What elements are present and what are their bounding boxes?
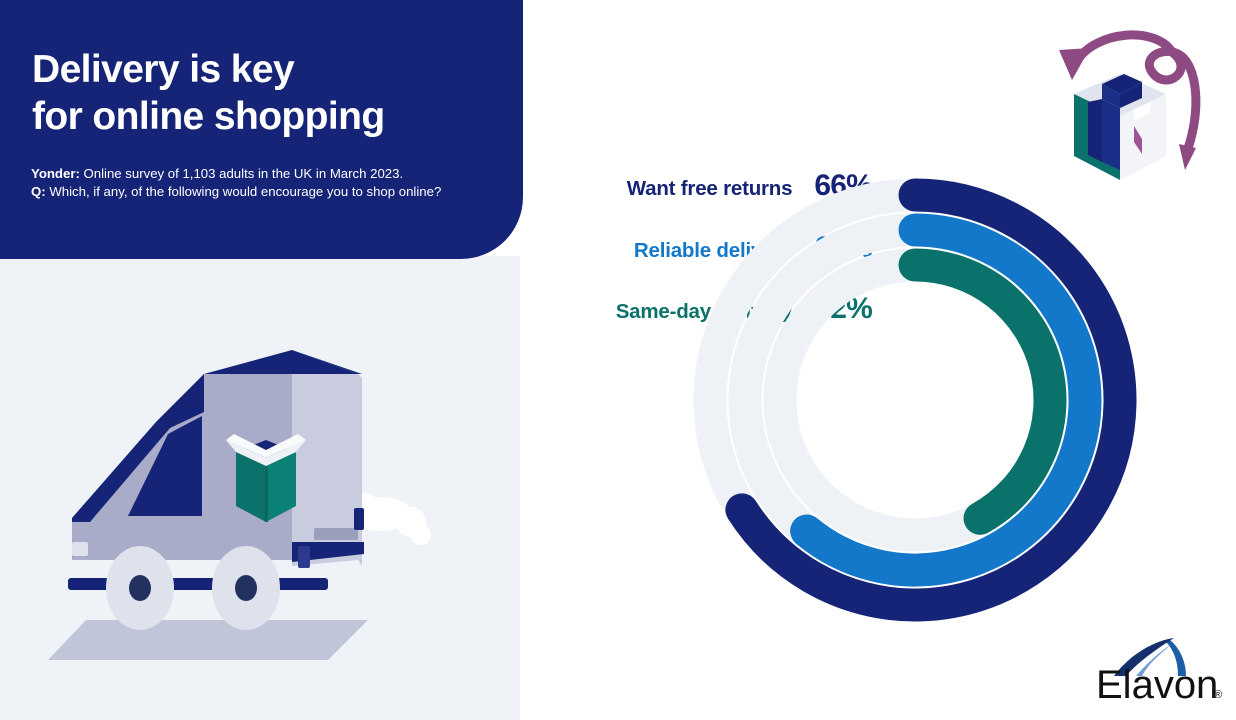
return-arrow-package-illustration <box>1046 22 1218 188</box>
page-title: Delivery is key for online shopping <box>32 46 502 140</box>
open-package-icon <box>226 434 306 522</box>
header-block: Delivery is key for online shopping Yond… <box>0 0 523 259</box>
rear-wheel <box>212 546 280 630</box>
source-note: Yonder: Online survey of 1,103 adults in… <box>31 165 511 201</box>
question-row: Q: Which, if any, of the following would… <box>31 183 511 201</box>
arrow-tail-icon <box>1179 144 1196 170</box>
ring-tracks <box>693 179 988 552</box>
legend-label-0: Want free returns <box>626 177 793 200</box>
source-text: Online survey of 1,103 adults in the UK … <box>83 166 404 181</box>
front-wheel <box>106 546 174 630</box>
question-label: Q: <box>31 184 46 199</box>
elavon-swoosh-icon <box>1114 638 1186 676</box>
arrow-head-icon <box>1059 48 1090 80</box>
elavon-wordmark: Elavon <box>1096 663 1218 704</box>
page-title-line-1: Delivery is key <box>32 48 295 91</box>
elavon-logo: Elavon ® <box>1096 632 1224 707</box>
ring-value-arcs <box>725 178 1137 622</box>
radial-bar-chart <box>693 178 1137 622</box>
ring-value-arc-0 <box>725 178 1137 622</box>
delivery-truck-icon <box>48 350 431 660</box>
delivery-truck-illustration <box>28 330 498 660</box>
ring-value-arc-1 <box>790 213 1102 587</box>
chart-area: Want free returns 66% Reliable delivery … <box>520 0 1236 720</box>
ring-track-1 <box>728 213 919 539</box>
source-label: Yonder: <box>31 166 80 181</box>
page-title-line-2: for online shopping <box>32 95 385 138</box>
return-arrow-package-icon <box>1059 30 1201 180</box>
question-text: Which, if any, of the following would en… <box>49 184 442 199</box>
registered-trademark-icon: ® <box>1214 689 1222 701</box>
isometric-box-icon <box>1074 74 1166 180</box>
ring-track-2 <box>763 248 988 552</box>
ring-value-arc-2 <box>898 248 1067 535</box>
source-row: Yonder: Online survey of 1,103 adults in… <box>31 165 511 183</box>
elavon-logo-icon: Elavon ® <box>1096 638 1222 707</box>
ring-track-0 <box>693 179 917 513</box>
